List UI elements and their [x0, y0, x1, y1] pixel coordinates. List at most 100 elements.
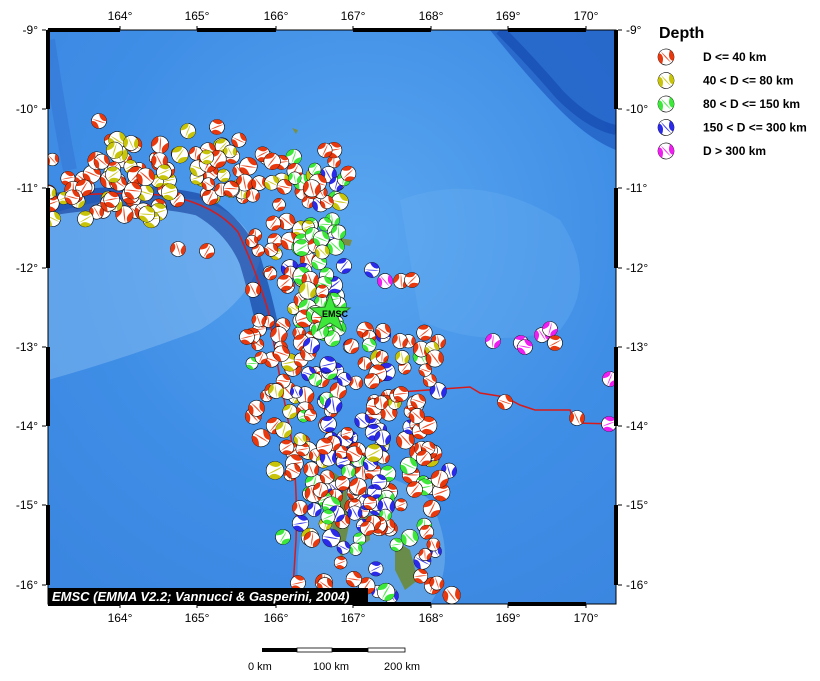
- focal-mechanism: [295, 442, 310, 457]
- focal-mechanism: [265, 215, 281, 231]
- lat-tick-right: -9°: [626, 23, 642, 37]
- focal-mechanism: [171, 146, 189, 164]
- focal-mechanism: [276, 274, 294, 291]
- focal-mechanism: [363, 496, 377, 510]
- focal-mechanism: [285, 463, 301, 479]
- focal-mechanism: [136, 167, 155, 186]
- focal-mechanism: [347, 505, 363, 521]
- focal-mechanism: [245, 234, 259, 248]
- focal-mechanism: [248, 399, 265, 417]
- emsc-marker-label: EMSC: [322, 309, 349, 319]
- focal-mechanism: [290, 385, 303, 399]
- focal-mechanism: [307, 502, 322, 517]
- lon-tick-bottom: 170°: [574, 611, 599, 625]
- focal-mechanism: [151, 135, 170, 154]
- focal-mechanism: [209, 119, 225, 135]
- focal-mechanism: [422, 499, 441, 518]
- lat-tick-right: -16°: [626, 578, 648, 592]
- focal-mechanism: [239, 329, 255, 345]
- lon-tick-top: 164°: [108, 9, 133, 23]
- focal-mechanism: [263, 267, 278, 281]
- focal-mechanism: [282, 404, 298, 420]
- lon-tick-bottom: 168°: [419, 611, 444, 625]
- focal-mechanism: [272, 198, 286, 212]
- focal-mechanism: [216, 168, 231, 183]
- focal-mechanism: [422, 373, 437, 388]
- focal-mechanism: [362, 337, 377, 353]
- lon-tick-top: 165°: [185, 9, 210, 23]
- focal-mechanism: [319, 469, 335, 485]
- focal-mechanism: [602, 371, 616, 387]
- focal-mechanism: [349, 542, 363, 556]
- focal-mechanism: [497, 394, 513, 410]
- lat-tick-right: -12°: [626, 261, 648, 275]
- focal-mechanism: [327, 237, 345, 256]
- focal-mechanism: [199, 149, 215, 165]
- focal-mechanism: [330, 192, 349, 211]
- legend-label: D <= 40 km: [703, 50, 766, 64]
- focal-mechanism: [416, 324, 433, 341]
- focal-mechanism: [346, 445, 363, 463]
- legend-beachball-icon: [657, 72, 675, 89]
- focal-mechanism: [333, 555, 348, 570]
- lon-tick-top: 166°: [264, 9, 289, 23]
- focal-mechanism: [364, 262, 380, 278]
- focal-mechanism: [337, 372, 352, 387]
- focal-mechanism: [180, 123, 196, 139]
- focal-mechanism: [320, 415, 337, 433]
- lat-tick-right: -15°: [626, 498, 648, 512]
- focal-mechanism: [335, 445, 349, 459]
- lon-tick-bottom: 164°: [108, 611, 133, 625]
- focal-mechanism: [375, 350, 389, 364]
- lat-tick-left: -12°: [16, 261, 38, 275]
- map-area: EMSC: [48, 30, 616, 604]
- focal-mechanism: [331, 224, 347, 240]
- lat-tick-left: -14°: [16, 419, 38, 433]
- focal-mechanism: [340, 426, 354, 440]
- focal-mechanism: [298, 281, 317, 300]
- focal-mechanism: [319, 195, 334, 210]
- scale-label-200: 200 km: [384, 661, 420, 673]
- focal-mechanism: [364, 373, 380, 389]
- focal-mechanism: [389, 537, 404, 552]
- focal-mechanism: [91, 113, 107, 129]
- focal-mechanism: [349, 477, 367, 496]
- focal-mechanism: [419, 524, 435, 540]
- lat-tick-left: -11°: [17, 181, 38, 195]
- focal-mechanism: [340, 165, 357, 182]
- focal-mechanism: [93, 153, 110, 170]
- focal-mechanism: [542, 321, 558, 337]
- focal-mechanism: [268, 383, 284, 399]
- focal-mechanism: [374, 429, 391, 447]
- focal-mechanism: [322, 528, 341, 548]
- focal-mechanism: [413, 568, 429, 584]
- lon-tick-top: 170°: [574, 9, 599, 23]
- focal-mechanism: [251, 313, 266, 328]
- focal-mechanism: [395, 350, 410, 365]
- focal-mechanism: [601, 416, 616, 432]
- lat-tick-left: -10°: [16, 102, 38, 116]
- lon-tick-bottom: 165°: [185, 611, 210, 625]
- focal-mechanism: [547, 335, 563, 351]
- focal-mechanism: [251, 428, 271, 448]
- focal-mechanism: [441, 462, 457, 479]
- focal-mechanism: [201, 177, 215, 191]
- focal-mechanism: [285, 148, 302, 166]
- lat-tick-right: -13°: [626, 340, 648, 354]
- focal-mechanism: [254, 351, 268, 365]
- lat-tick-left: -16°: [16, 578, 38, 592]
- focal-mechanism: [343, 338, 360, 354]
- scale-label-100: 100 km: [313, 661, 349, 673]
- focal-mechanism: [404, 272, 420, 288]
- focal-mechanism: [304, 408, 317, 422]
- lat-tick-left: -15°: [16, 498, 38, 512]
- focal-mechanism: [364, 443, 384, 463]
- focal-mechanism: [485, 333, 501, 349]
- focal-mechanism: [276, 179, 293, 195]
- focal-mechanism: [534, 327, 550, 343]
- lon-tick-bottom: 169°: [496, 611, 521, 625]
- lat-tick-right: -11°: [626, 181, 647, 195]
- focal-mechanism: [124, 181, 142, 200]
- focal-mechanism: [375, 323, 391, 339]
- focal-mechanism: [324, 330, 341, 347]
